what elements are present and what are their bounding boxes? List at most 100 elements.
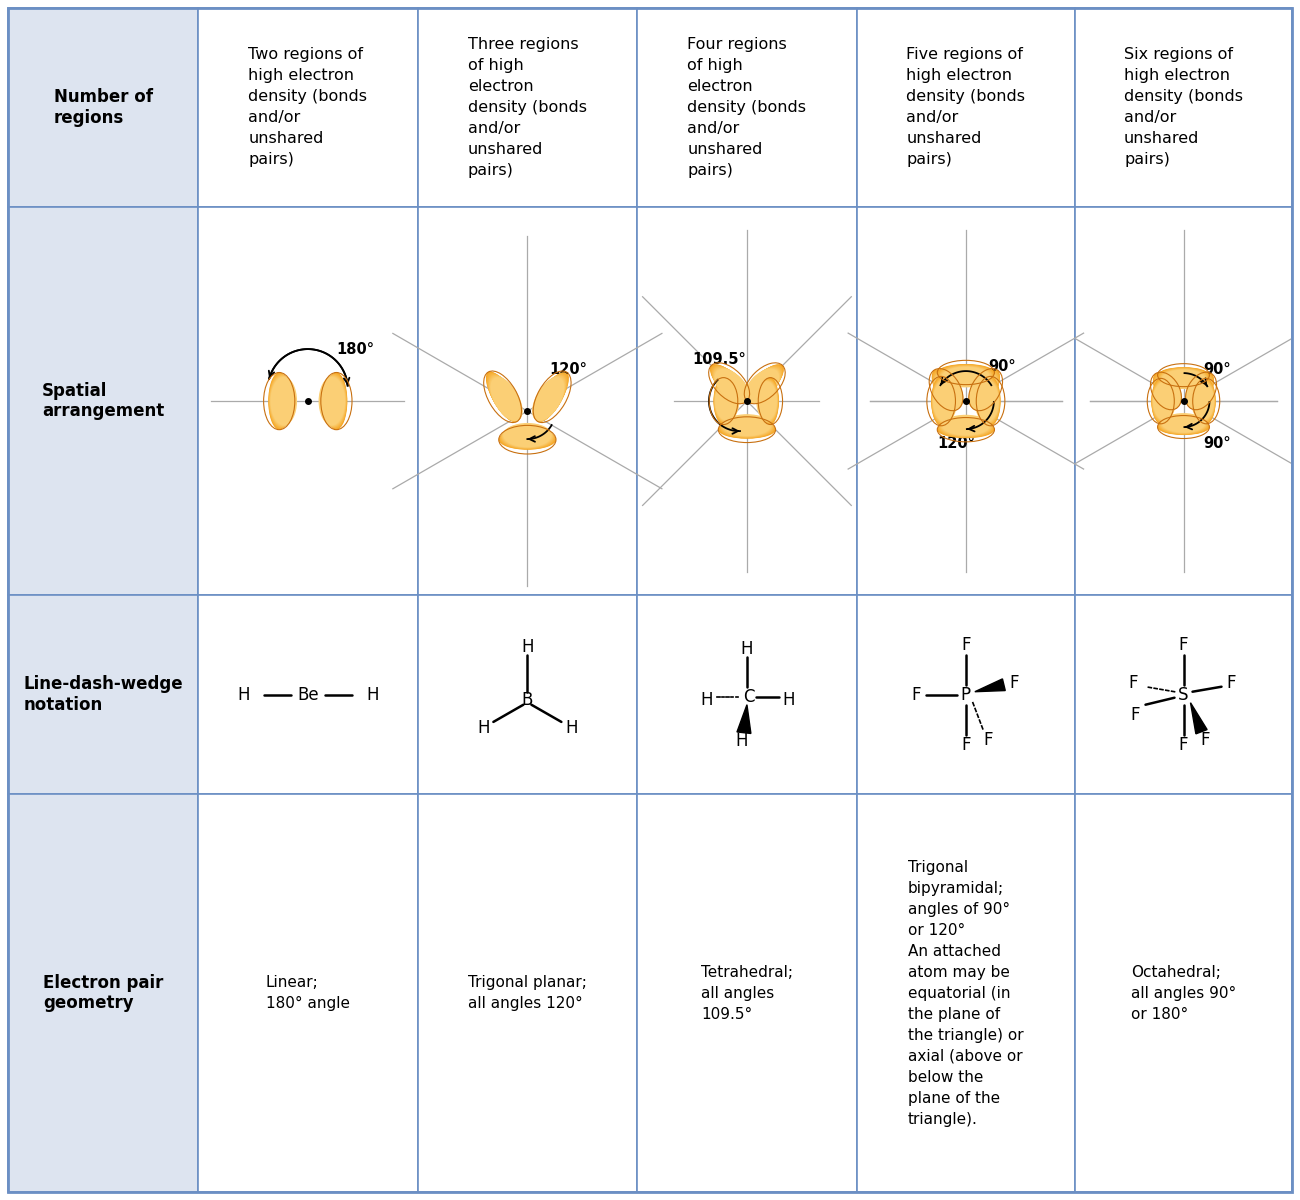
Ellipse shape	[1192, 382, 1214, 421]
Ellipse shape	[933, 372, 962, 409]
Ellipse shape	[719, 421, 776, 439]
Ellipse shape	[745, 365, 784, 402]
Ellipse shape	[536, 372, 569, 422]
Ellipse shape	[320, 376, 346, 426]
Ellipse shape	[715, 380, 738, 422]
Text: Line-dash-wedge
notation: Line-dash-wedge notation	[23, 676, 183, 714]
Ellipse shape	[488, 373, 520, 421]
Polygon shape	[1191, 703, 1208, 734]
Ellipse shape	[932, 377, 953, 425]
Ellipse shape	[534, 373, 568, 421]
Ellipse shape	[325, 373, 347, 430]
Ellipse shape	[320, 377, 346, 426]
Ellipse shape	[500, 428, 555, 449]
Bar	[857, 794, 1075, 1192]
Ellipse shape	[979, 377, 1000, 425]
Text: F: F	[1009, 673, 1019, 691]
Ellipse shape	[710, 364, 749, 402]
Ellipse shape	[270, 377, 296, 425]
Ellipse shape	[533, 377, 566, 421]
Text: F: F	[1179, 636, 1188, 654]
Text: H: H	[701, 691, 714, 709]
Ellipse shape	[532, 377, 564, 421]
Text: Trigonal planar;
all angles 120°: Trigonal planar; all angles 120°	[468, 976, 586, 1012]
Bar	[198, 8, 417, 206]
Ellipse shape	[932, 371, 961, 410]
Ellipse shape	[503, 424, 552, 448]
Ellipse shape	[318, 377, 344, 425]
Ellipse shape	[937, 365, 994, 382]
Ellipse shape	[714, 378, 733, 425]
Ellipse shape	[1160, 416, 1208, 434]
Text: H: H	[566, 719, 577, 737]
Ellipse shape	[500, 427, 554, 449]
Ellipse shape	[971, 370, 1000, 410]
Ellipse shape	[935, 373, 963, 409]
Ellipse shape	[975, 379, 1000, 422]
Ellipse shape	[745, 366, 783, 403]
Ellipse shape	[931, 377, 952, 425]
Ellipse shape	[932, 378, 954, 425]
Ellipse shape	[1157, 419, 1209, 436]
Ellipse shape	[940, 418, 992, 437]
Bar	[8, 794, 198, 1192]
Text: Four regions
of high
electron
density (bonds
and/or
unshared
pairs): Four regions of high electron density (b…	[688, 37, 806, 178]
Ellipse shape	[745, 366, 781, 403]
Text: Be: Be	[296, 685, 318, 703]
Ellipse shape	[937, 364, 994, 380]
Ellipse shape	[489, 376, 521, 421]
Text: 109.5°: 109.5°	[692, 352, 746, 366]
Text: H: H	[477, 719, 490, 737]
Ellipse shape	[940, 366, 991, 386]
Ellipse shape	[980, 377, 1001, 426]
Text: F: F	[1131, 706, 1140, 724]
Ellipse shape	[1154, 374, 1180, 409]
Ellipse shape	[940, 418, 992, 437]
Bar	[8, 595, 198, 794]
Ellipse shape	[1152, 380, 1175, 421]
Ellipse shape	[940, 365, 992, 384]
Ellipse shape	[1154, 376, 1180, 409]
Text: F: F	[1227, 673, 1236, 691]
Text: H: H	[367, 685, 378, 703]
Ellipse shape	[1187, 374, 1213, 409]
Ellipse shape	[1160, 416, 1208, 434]
Ellipse shape	[714, 380, 737, 422]
Ellipse shape	[941, 415, 991, 436]
Text: F: F	[1201, 731, 1210, 749]
Ellipse shape	[1154, 374, 1180, 409]
Ellipse shape	[715, 382, 740, 421]
Text: H: H	[521, 637, 533, 655]
Text: Number of
regions: Number of regions	[53, 88, 152, 127]
Ellipse shape	[533, 376, 566, 421]
Ellipse shape	[1161, 370, 1206, 389]
Ellipse shape	[978, 378, 1000, 424]
Ellipse shape	[1195, 379, 1216, 422]
Bar	[637, 8, 857, 206]
Ellipse shape	[760, 378, 779, 424]
Bar	[1075, 206, 1292, 595]
Ellipse shape	[932, 379, 957, 422]
Ellipse shape	[757, 382, 777, 421]
Ellipse shape	[976, 379, 1000, 424]
Bar	[198, 794, 417, 1192]
Ellipse shape	[745, 368, 779, 403]
Ellipse shape	[932, 370, 961, 410]
Ellipse shape	[939, 420, 993, 438]
Bar	[198, 206, 417, 595]
Text: 90°: 90°	[1204, 436, 1231, 450]
Bar	[857, 595, 1075, 794]
Ellipse shape	[937, 420, 994, 438]
Ellipse shape	[1152, 380, 1174, 421]
Ellipse shape	[745, 368, 780, 403]
Ellipse shape	[932, 370, 961, 410]
Polygon shape	[737, 704, 751, 733]
Ellipse shape	[486, 372, 519, 422]
Ellipse shape	[1186, 376, 1213, 409]
Bar	[637, 794, 857, 1192]
Ellipse shape	[499, 428, 555, 450]
Text: 120°: 120°	[937, 436, 975, 450]
Bar	[8, 8, 198, 206]
Ellipse shape	[269, 374, 292, 428]
Ellipse shape	[968, 373, 997, 409]
